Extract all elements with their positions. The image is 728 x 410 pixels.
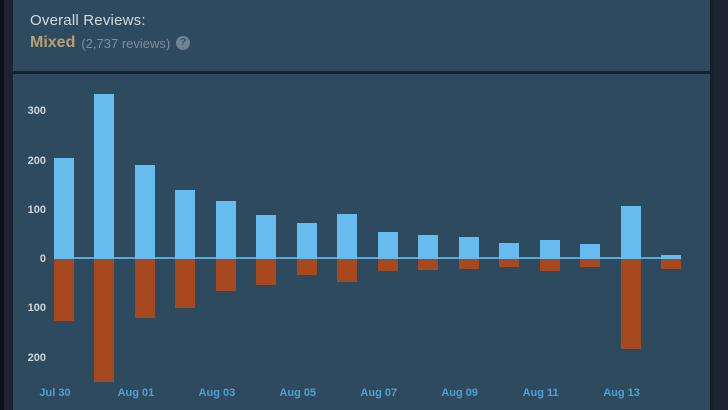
bar-positive[interactable] — [661, 255, 682, 259]
bar-positive[interactable] — [54, 158, 74, 259]
y-tick-label: 200 — [27, 351, 46, 364]
bar-negative[interactable] — [418, 259, 439, 270]
y-tick-label: 100 — [27, 302, 46, 315]
y-tick-label: 100 — [27, 203, 46, 216]
review-histogram: 300 200 100 0 100 200 Jul 30 Aug 01 Aug 03 Aug 05… — [13, 74, 710, 410]
zero-line — [54, 257, 682, 259]
x-tick-label: Aug 09 — [441, 387, 479, 399]
bar-negative[interactable] — [499, 259, 520, 267]
bar-positive[interactable] — [499, 243, 520, 259]
y-tick-label: 200 — [27, 154, 46, 167]
x-tick-label: Jul 30 — [39, 387, 71, 399]
bar-negative[interactable] — [256, 259, 277, 285]
bar-negative[interactable] — [458, 259, 479, 269]
bar-positive[interactable] — [377, 232, 398, 259]
bar-negative[interactable] — [134, 259, 155, 318]
review-count-label: (2,737 reviews) — [81, 35, 171, 51]
bar-negative[interactable] — [337, 259, 358, 282]
x-tick-label: Aug 03 — [198, 387, 236, 399]
review-summary-row: Mixed (2,737 reviews) ? — [30, 34, 710, 52]
bar-positive[interactable] — [458, 237, 479, 259]
bar-negative[interactable] — [175, 259, 196, 308]
bar-positive[interactable] — [418, 235, 439, 259]
overall-reviews-title: Overall Reviews: — [30, 12, 146, 29]
header-divider — [13, 71, 710, 74]
bar-positive[interactable] — [256, 215, 277, 259]
bar-positive[interactable] — [296, 223, 317, 259]
bar-positive[interactable] — [175, 190, 196, 259]
bar-negative[interactable] — [580, 259, 601, 267]
bar-positive[interactable] — [580, 244, 601, 259]
bar-positive[interactable] — [337, 214, 358, 259]
bar-negative[interactable] — [620, 259, 641, 349]
x-tick-label: Aug 07 — [360, 387, 398, 399]
x-tick-label: Aug 05 — [279, 387, 317, 399]
bar-negative[interactable] — [296, 259, 317, 275]
reviews-header: Overall Reviews: Mixed (2,737 reviews) ? — [13, 0, 710, 71]
bar-negative[interactable] — [539, 259, 560, 271]
reviews-panel: Overall Reviews: Mixed (2,737 reviews) ?… — [13, 0, 713, 410]
bar-positive[interactable] — [94, 94, 115, 259]
bar-negative[interactable] — [661, 259, 682, 269]
y-tick-label: 0 — [39, 253, 46, 265]
bar-negative[interactable] — [215, 259, 236, 291]
review-score-label: Mixed — [30, 34, 76, 51]
x-tick-label: Aug 13 — [603, 387, 640, 399]
bar-negative[interactable] — [377, 259, 398, 271]
x-tick-label: Aug 01 — [117, 387, 155, 399]
x-tick-label: Aug 11 — [522, 387, 559, 399]
y-tick-label: 300 — [27, 105, 46, 118]
window-frame-left — [0, 0, 4, 410]
bar-negative[interactable] — [54, 259, 74, 321]
bar-positive[interactable] — [539, 240, 560, 259]
bar-positive[interactable] — [134, 165, 155, 259]
bar-negative[interactable] — [94, 259, 115, 382]
help-icon[interactable]: ? — [176, 36, 191, 50]
bar-positive[interactable] — [215, 201, 236, 259]
bar-positive[interactable] — [620, 206, 641, 259]
